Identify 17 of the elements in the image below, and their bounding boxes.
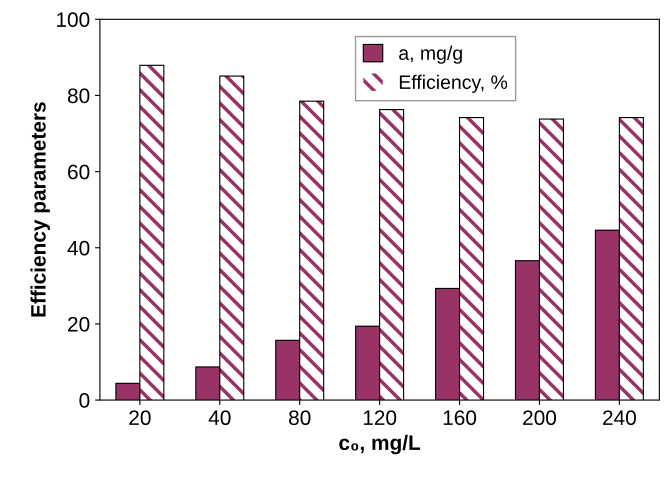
y-tick-label: 40: [67, 240, 90, 256]
x-tick-label: 240: [603, 410, 636, 426]
legend-label: a, mg/g: [399, 46, 462, 64]
x-tick-label: 120: [364, 410, 396, 426]
y-tick-label: 60: [68, 164, 90, 180]
y-axis-title: Efficiency parameters: [30, 102, 50, 317]
x-tick-label: 20: [129, 410, 151, 426]
x-tick-label: 80: [289, 410, 310, 426]
x-axis-title: c₀, mg/L: [339, 434, 420, 454]
y-tick-label: 20: [68, 316, 90, 332]
x-tick-label: 40: [208, 410, 231, 426]
y-tick-label: 80: [68, 88, 90, 104]
y-tick-label: 0: [79, 393, 90, 408]
x-tick-label: 200: [523, 410, 556, 426]
legend-label: Efficiency, %: [400, 74, 508, 93]
x-tick-label: 160: [444, 410, 476, 426]
y-tick-label: 100: [57, 12, 90, 28]
